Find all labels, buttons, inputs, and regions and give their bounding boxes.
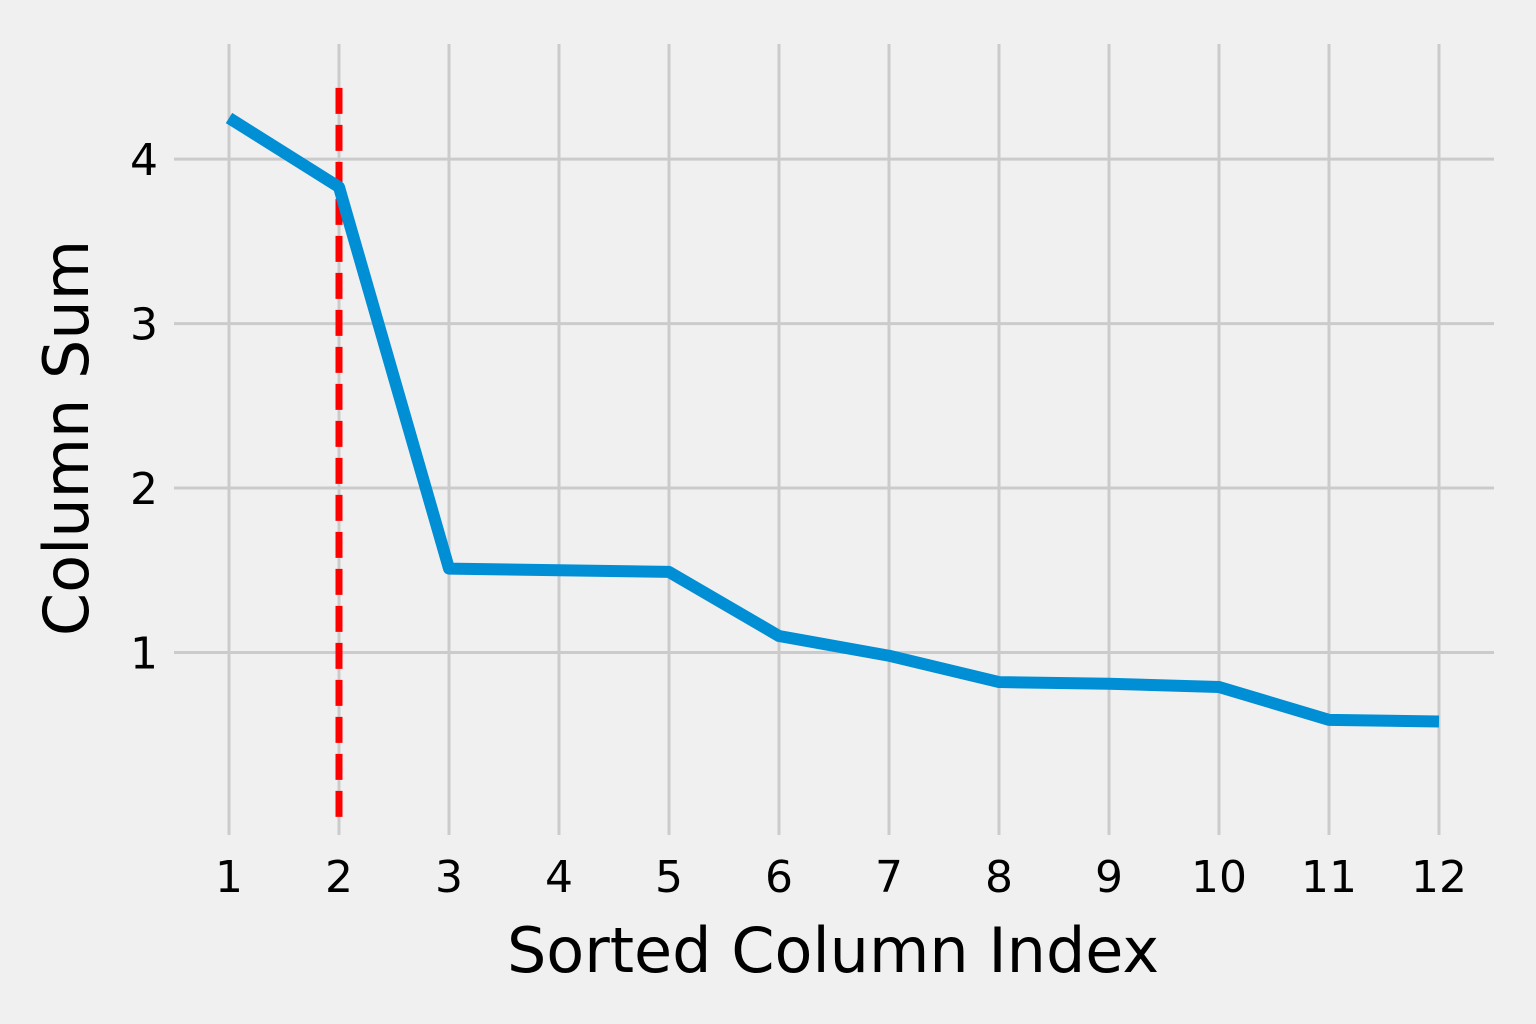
x-tick-label: 3 [435, 852, 463, 903]
x-tick-labels: 1 2 3 4 5 6 7 8 9 10 11 12 [215, 852, 1467, 903]
y-tick-label: 1 [130, 628, 158, 679]
x-tick-label: 7 [875, 852, 903, 903]
x-tick-label: 11 [1301, 852, 1357, 903]
x-tick-label: 1 [215, 852, 243, 903]
y-tick-label: 2 [130, 464, 158, 515]
y-tick-label: 3 [130, 300, 158, 351]
y-tick-label: 4 [130, 135, 158, 186]
x-tick-label: 10 [1191, 852, 1247, 903]
grid [174, 44, 1494, 835]
x-tick-label: 4 [545, 852, 573, 903]
x-tick-label: 5 [655, 852, 683, 903]
x-tick-label: 8 [985, 852, 1013, 903]
series-line [225, 112, 1440, 728]
x-tick-label: 6 [765, 852, 793, 903]
series-group [225, 112, 1440, 728]
y-tick-labels: 1 2 3 4 [130, 135, 158, 679]
y-axis-label: Column Sum [30, 240, 103, 636]
x-tick-label: 2 [325, 852, 353, 903]
x-tick-label: 9 [1095, 852, 1123, 903]
x-axis-label: Sorted Column Index [507, 914, 1159, 987]
x-tick-label: 12 [1411, 852, 1467, 903]
